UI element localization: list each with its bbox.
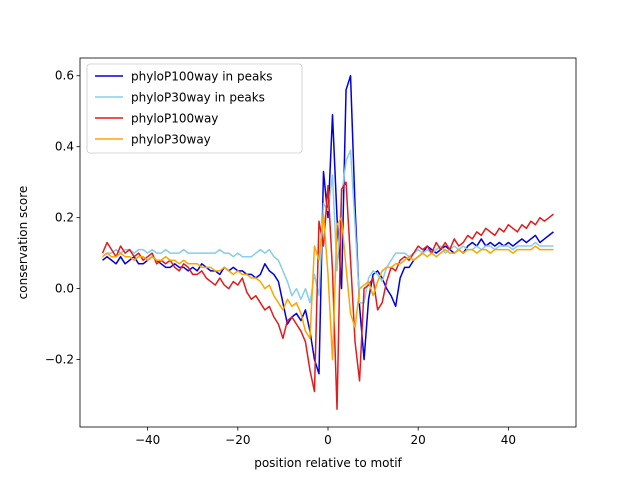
x-tick-label: −40 [135, 433, 160, 447]
legend-label-0: phyloP100way in peaks [131, 70, 273, 84]
x-axis-label: position relative to motif [254, 456, 402, 470]
y-tick-label: 0.4 [55, 140, 74, 154]
x-tick-label: −20 [225, 433, 250, 447]
x-tick-label: 0 [324, 433, 332, 447]
legend-label-3: phyloP30way [131, 133, 211, 147]
x-tick-label: 40 [501, 433, 516, 447]
y-tick-label: −0.2 [45, 353, 74, 367]
series-line-0 [102, 74, 554, 375]
y-axis-label: conservation score [16, 186, 30, 300]
series-line-3 [102, 213, 554, 361]
legend-label-2: phyloP100way [131, 112, 218, 126]
legend-box [86, 63, 303, 154]
legend-label-1: phyloP30way in peaks [131, 91, 265, 105]
y-tick-label: 0.0 [55, 282, 74, 296]
y-tick-label: 0.6 [55, 69, 74, 83]
series-line-1 [102, 149, 554, 304]
x-tick-label: 20 [411, 433, 426, 447]
y-tick-label: 0.2 [55, 211, 74, 225]
series-line-2 [101, 181, 554, 411]
